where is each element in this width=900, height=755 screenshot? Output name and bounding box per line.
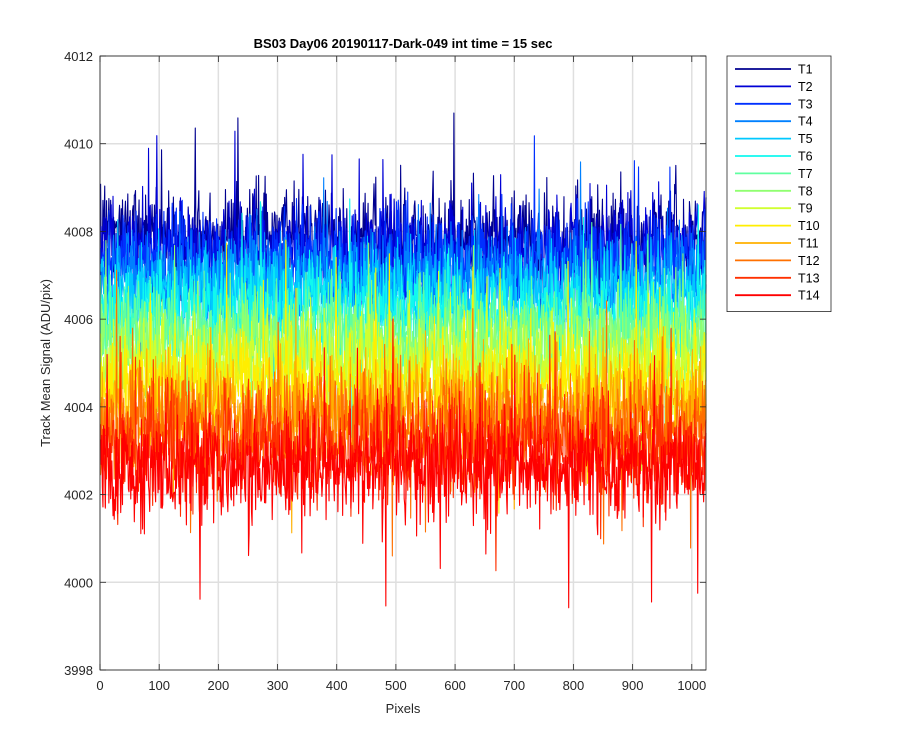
legend: T1 T2 T3 T4 T5 T6 T7 T8 T9 T10 T11 T12 T13 T14: [726, 55, 832, 313]
legend-label-t8: T8: [798, 184, 813, 198]
x-tick-label: 0: [96, 678, 103, 693]
x-tick-label: 800: [563, 678, 585, 693]
series-layer: [100, 112, 707, 609]
legend-label-t12: T12: [798, 254, 820, 268]
legend-label-t9: T9: [798, 202, 813, 216]
x-tick-label: 500: [385, 678, 407, 693]
y-tick-label: 4002: [64, 488, 93, 503]
series-line-t14: [100, 318, 707, 609]
y-tick-label: 4004: [64, 400, 93, 415]
y-axis-label: Track Mean Signal (ADU/pix): [38, 279, 53, 447]
legend-label-t6: T6: [798, 150, 813, 164]
x-tick-label: 700: [503, 678, 525, 693]
x-tick-label: 600: [444, 678, 466, 693]
x-tick-label: 400: [326, 678, 348, 693]
y-tick-label: 4010: [64, 137, 93, 152]
axis-ticks: 0 100 200 300 400 500 600 700 800 900 1000 3998 4000…: [64, 49, 706, 693]
plot-frame: [99, 55, 707, 671]
y-tick-label: 4012: [64, 49, 93, 64]
legend-label-t7: T7: [798, 167, 813, 181]
y-tick-label: 4008: [64, 224, 93, 239]
y-tick-label: 3998: [64, 663, 93, 678]
x-tick-label: 100: [148, 678, 170, 693]
legend-label-t13: T13: [798, 271, 820, 285]
x-tick-label: 200: [208, 678, 230, 693]
legend-label-t5: T5: [798, 132, 813, 146]
legend-label-t14: T14: [798, 289, 820, 303]
chart-title: BS03 Day06 20190117-Dark-049 int time = …: [254, 36, 553, 51]
y-tick-label: 4006: [64, 312, 93, 327]
legend-label-t1: T1: [798, 63, 813, 77]
legend-label-t2: T2: [798, 80, 813, 94]
x-tick-label: 900: [622, 678, 644, 693]
legend-label-t11: T11: [798, 237, 819, 251]
x-tick-label: 300: [267, 678, 289, 693]
series-line-t5: [100, 219, 707, 391]
legend-label-t4: T4: [798, 115, 813, 129]
y-tick-label: 4000: [64, 575, 93, 590]
legend-label-t10: T10: [798, 219, 820, 233]
legend-label-t3: T3: [798, 97, 813, 111]
x-tick-label: 1000: [677, 678, 706, 693]
legend-box: [726, 55, 832, 313]
x-axis-label: Pixels: [386, 701, 421, 716]
